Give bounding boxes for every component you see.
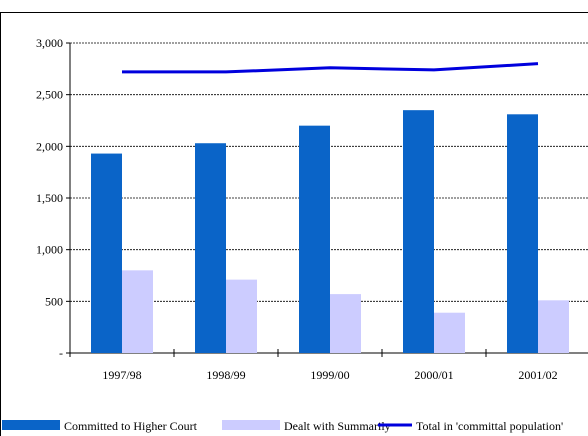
y-tick-label: 2,500 [36,88,63,102]
line-series [122,62,539,74]
y-tick-label: 500 [45,294,63,308]
legend-label: Dealt with Summarily [284,419,391,433]
line-total [122,62,539,74]
bar-summarily [226,279,257,353]
legend-swatch [2,420,60,430]
x-tick-label: 2000/01 [414,368,453,382]
tick-labels: - 500 1,000 1,500 2,000 2,500 3,000 1997/98 1998… [36,36,558,382]
y-tick-label: 1,500 [36,191,63,205]
legend: Committed to Higher Court Dealt with Summ… [2,419,563,433]
bars [91,110,569,354]
bar-committed [403,110,434,354]
bar-summarily [434,312,465,353]
legend-label: Total in 'committal population' [416,419,563,433]
x-tick-label: 1999/00 [310,368,349,382]
x-tick-label: 1998/99 [206,368,245,382]
bar-committed [195,143,226,353]
y-tick-label: 2,000 [36,139,63,153]
legend-swatch [222,420,280,430]
bar-committed [299,125,330,354]
bar-committed [507,114,538,353]
bar-committed [91,153,122,353]
x-tick-label: 2001/02 [518,368,557,382]
bar-summarily [538,300,569,353]
bar-summarily [330,294,361,353]
y-tick-label: 3,000 [36,36,63,50]
y-tick-label: - [59,346,63,360]
legend-label: Committed to Higher Court [64,419,198,433]
x-tick-label: 1997/98 [102,368,141,382]
bar-summarily [122,270,153,353]
chart-frame [0,12,588,436]
y-tick-label: 1,000 [36,243,63,257]
